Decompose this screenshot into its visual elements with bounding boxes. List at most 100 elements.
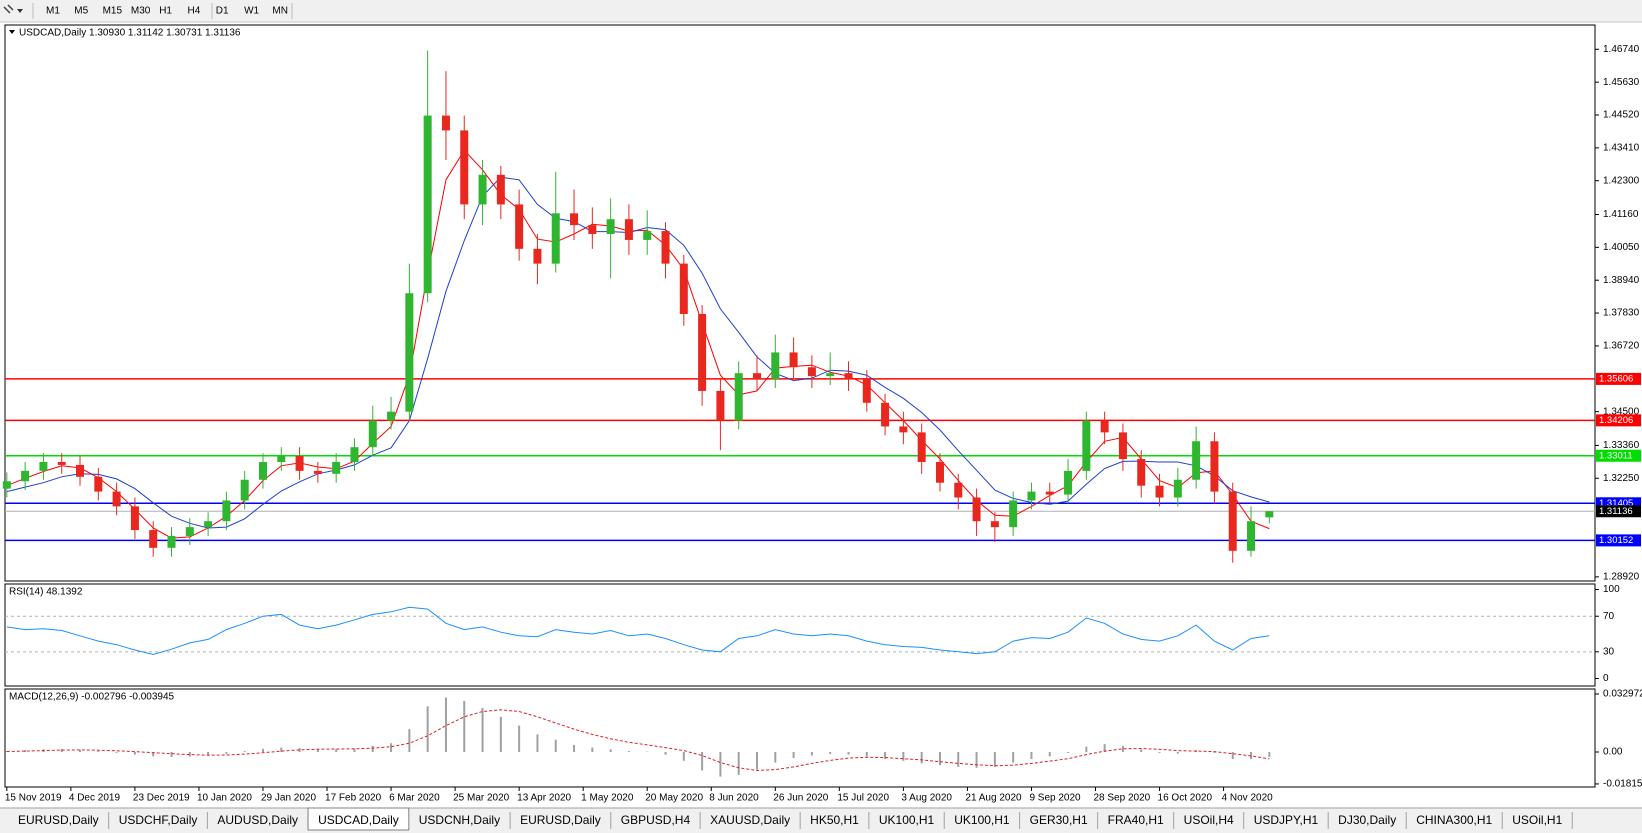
symbol-tab[interactable]: USDCHF,Daily <box>119 813 198 827</box>
level-label: 1.35606 <box>1599 373 1633 384</box>
level-label: 1.34206 <box>1599 415 1633 426</box>
timeframe-button[interactable]: H1 <box>159 6 172 17</box>
symbol-tab[interactable]: CHINA300,H1 <box>1416 813 1492 827</box>
symbol-tab[interactable]: USOil,H1 <box>1512 813 1562 827</box>
candle-body <box>350 447 359 462</box>
level-label-bg <box>1596 449 1641 462</box>
symbol-tab[interactable]: EURUSD,Daily <box>520 813 601 827</box>
x-tick-label: 4 Nov 2020 <box>1222 793 1274 804</box>
y-tick-label: 1.38940 <box>1603 275 1640 286</box>
x-tick-label: 17 Feb 2020 <box>325 793 382 804</box>
y-tick-label: 1.36720 <box>1603 341 1640 352</box>
symbol-tab[interactable]: USDCNH,Daily <box>419 813 500 827</box>
y-tick-label: 1.46740 <box>1603 44 1640 55</box>
candle-body <box>496 174 505 205</box>
candle-body <box>954 482 963 498</box>
x-tick-label: 16 Oct 2020 <box>1158 793 1213 804</box>
candle-body <box>899 426 908 433</box>
cursor-icon[interactable] <box>3 4 14 14</box>
y-tick-label: 1.42300 <box>1603 175 1640 186</box>
candle-body <box>185 527 194 536</box>
symbol-tab[interactable]: AUDUSD,Daily <box>217 813 298 827</box>
y-tick-label: 1.43410 <box>1603 143 1640 154</box>
symbol-tab[interactable]: FRA40,H1 <box>1108 813 1164 827</box>
candle-body <box>130 506 139 531</box>
symbol-tab[interactable]: HK50,H1 <box>810 813 859 827</box>
x-tick-label: 15 Jul 2020 <box>837 793 889 804</box>
x-tick-label: 1 May 2020 <box>581 793 634 804</box>
level-label-bg <box>1596 534 1641 547</box>
moving-average <box>6 149 1270 539</box>
candle-body <box>277 456 286 462</box>
candle-body <box>807 367 816 377</box>
candle-body <box>606 219 615 235</box>
title-arrow <box>9 30 15 34</box>
level-label: 1.33011 <box>1599 450 1633 461</box>
candle-body <box>734 373 743 421</box>
candle-body <box>826 373 835 377</box>
x-tick-label: 6 Mar 2020 <box>389 793 440 804</box>
level-label-bg <box>1596 372 1641 385</box>
timeframe-button[interactable]: D1 <box>216 6 229 17</box>
timeframe-button[interactable]: M1 <box>46 6 60 17</box>
candle-body <box>332 461 341 474</box>
candle-body <box>862 379 871 403</box>
y-tick-label: 1.33360 <box>1603 440 1640 451</box>
symbol-tab[interactable]: EURUSD,Daily <box>18 813 99 827</box>
symbol-tab[interactable]: USDCAD,Daily <box>318 813 399 827</box>
x-tick-label: 3 Aug 2020 <box>901 793 952 804</box>
candle-body <box>990 521 999 528</box>
toolbar <box>0 0 1642 22</box>
candle-body <box>1210 441 1219 492</box>
x-tick-label: 25 Mar 2020 <box>453 793 510 804</box>
candle-body <box>240 479 249 501</box>
timeframe-button[interactable]: M30 <box>131 6 151 17</box>
y-tick-label: 1.37830 <box>1603 308 1640 319</box>
candle-body <box>39 461 48 471</box>
timeframe-button[interactable]: M5 <box>74 6 88 17</box>
dropdown-arrow[interactable] <box>17 9 23 13</box>
candle-body <box>515 204 524 249</box>
level-label: 1.31405 <box>1599 498 1633 509</box>
y-tick-label: 0.00 <box>1603 747 1623 758</box>
candle-body <box>533 248 542 264</box>
candle-body <box>1192 441 1201 480</box>
symbol-tab[interactable]: DJ30,Daily <box>1338 813 1396 827</box>
symbol-tab[interactable]: USDJPY,H1 <box>1254 813 1319 827</box>
candle-body <box>1137 459 1146 486</box>
symbol-tab[interactable]: XAUUSD,Daily <box>710 813 790 827</box>
symbol-tab[interactable]: UK100,H1 <box>879 813 935 827</box>
candle-body <box>387 411 396 421</box>
y-tick-label: 0.032972 <box>1603 689 1642 700</box>
timeframe-button[interactable]: W1 <box>244 6 259 17</box>
panel-frame <box>4 24 1596 582</box>
timeframe-button[interactable]: M15 <box>103 6 123 17</box>
symbol-tab[interactable]: USOil,H4 <box>1184 813 1234 827</box>
panel-frame <box>4 688 1596 788</box>
symbol-tab[interactable]: UK100,H1 <box>954 813 1010 827</box>
timeframe-button[interactable]: MN <box>272 6 288 17</box>
symbol-tab[interactable]: GBPUSD,H4 <box>621 813 691 827</box>
candle-body <box>1155 485 1164 498</box>
candle-body <box>698 313 707 391</box>
symbol-tab[interactable]: GER30,H1 <box>1030 813 1088 827</box>
candle-body <box>368 420 377 448</box>
candle-body <box>661 231 670 264</box>
candle-body <box>716 390 725 421</box>
candle-body <box>1045 491 1054 495</box>
candle-body <box>917 432 926 462</box>
y-tick-label: 1.44520 <box>1603 110 1640 121</box>
macd-signal <box>6 709 1270 772</box>
candle-body <box>679 263 688 314</box>
candle-body <box>1064 470 1073 495</box>
candle-body <box>753 373 762 380</box>
candle-body <box>258 461 267 480</box>
moving-average <box>6 176 1270 529</box>
y-tick-label: 1.40050 <box>1603 242 1640 253</box>
timeframe-button[interactable]: H4 <box>188 6 201 17</box>
candle-body <box>313 470 322 474</box>
x-tick-label: 29 Jan 2020 <box>261 793 316 804</box>
y-tick-label: 1.32250 <box>1603 473 1640 484</box>
